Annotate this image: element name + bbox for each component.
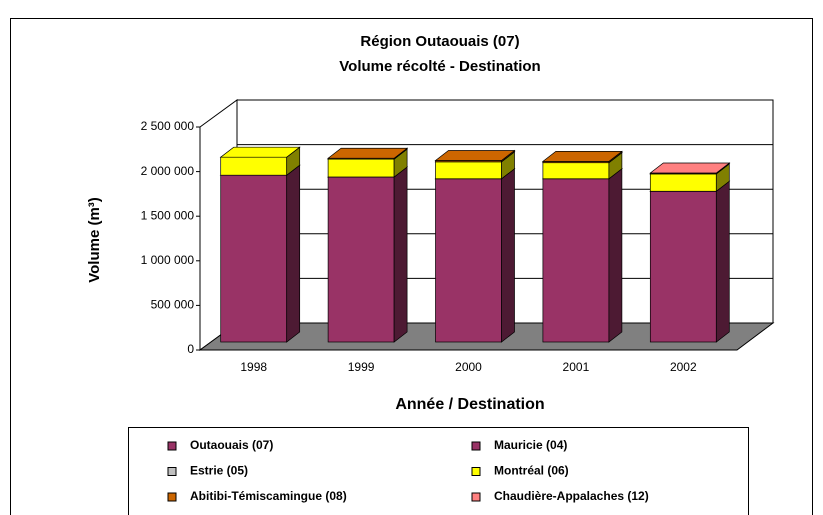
- x-tick-label: 1998: [240, 360, 267, 374]
- bar-top: [327, 147, 409, 159]
- y-tick-label: 2 000 000: [141, 164, 195, 178]
- legend-swatch: [471, 467, 481, 476]
- bar-front: [220, 174, 288, 343]
- bar-side: [393, 166, 408, 343]
- bar-front: [327, 176, 395, 343]
- legend: [128, 427, 749, 515]
- chart-subtitle: Volume récolté - Destination: [339, 58, 540, 75]
- bar-side: [715, 180, 730, 343]
- x-tick-label: 2002: [670, 360, 697, 374]
- bar-side: [501, 168, 515, 343]
- legend-label: Outaouais (07): [190, 438, 273, 452]
- x-tick-label: 1999: [348, 360, 375, 374]
- bar-side: [286, 164, 301, 343]
- bar-top: [541, 151, 623, 162]
- bar-front: [542, 178, 610, 343]
- bar-front: [649, 173, 717, 192]
- y-tick-label: 0: [187, 342, 194, 356]
- x-tick-label: 2000: [455, 360, 482, 374]
- legend-label: Mauricie (04): [494, 438, 567, 452]
- bar-front: [542, 162, 610, 180]
- bar-side: [608, 168, 623, 343]
- legend-label: Abitibi-Témiscamingue (08): [190, 489, 347, 503]
- bar-top: [649, 162, 731, 174]
- x-tick-label: 2001: [563, 360, 590, 374]
- legend-label: Chaudière-Appalaches (12): [494, 489, 649, 503]
- y-tick-label: 1 500 000: [141, 208, 195, 222]
- legend-swatch: [167, 492, 177, 502]
- bar-front: [220, 156, 288, 176]
- bar-top: [219, 146, 301, 158]
- legend-swatch: [167, 441, 177, 451]
- legend-label: Montréal (06): [494, 464, 569, 478]
- legend-swatch: [471, 492, 481, 502]
- legend-label: Estrie (05): [190, 464, 248, 478]
- y-tick-label: 500 000: [151, 298, 195, 312]
- bar-front: [435, 161, 502, 180]
- y-tick-label: 2 500 000: [141, 119, 195, 133]
- bar-top: [434, 150, 516, 161]
- bar-front: [435, 178, 502, 343]
- chart-title: Région Outaouais (07): [360, 33, 519, 50]
- legend-swatch: [471, 441, 481, 451]
- bar-front: [649, 190, 717, 343]
- legend-swatch: [167, 467, 177, 476]
- x-axis-title: Année / Destination: [395, 396, 544, 413]
- y-tick-label: 1 000 000: [141, 253, 195, 267]
- bar-front: [327, 158, 395, 178]
- y-axis-title: Volume (m³): [86, 197, 103, 283]
